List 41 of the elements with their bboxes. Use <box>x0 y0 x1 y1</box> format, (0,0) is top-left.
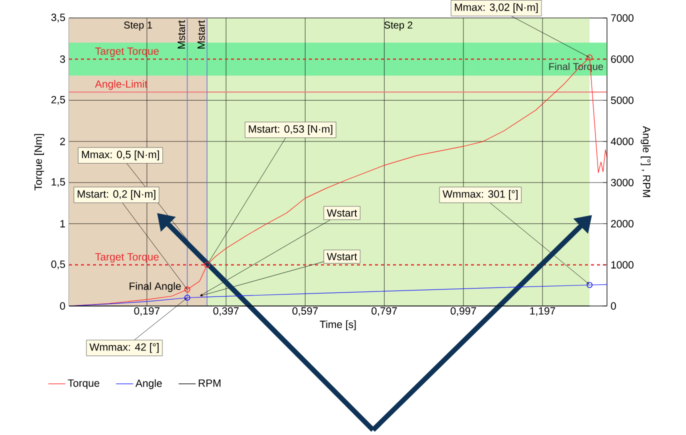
y2-tick-label: 5000 <box>610 96 634 104</box>
x-tick-label: 0,397 <box>213 307 239 316</box>
y-tick-label: 0,5 <box>51 260 66 270</box>
band-label: Step 2 <box>384 22 412 31</box>
legend-label: Torque <box>68 380 100 389</box>
y2-axis-title: Angle [°] , RPM <box>640 126 651 198</box>
annotation: Wmmax: 42 [°] <box>89 343 159 353</box>
y2-tick-label: 0 <box>610 302 616 310</box>
legend-label: Angle <box>135 379 162 390</box>
y-tick-label: 1,5 <box>52 178 66 187</box>
x-tick-label: 1,197 <box>530 307 556 316</box>
ref-line-label: Mstart <box>198 20 205 48</box>
legend-label: RPM <box>198 380 220 387</box>
y2-tick-label: 3000 <box>610 178 634 186</box>
y2-tick-label: 7000 <box>611 14 634 22</box>
x-axis-title: Time [s] <box>320 320 356 330</box>
x-tick-label: 0,797 <box>372 307 397 316</box>
x-tick-label: 0,197 <box>134 307 160 316</box>
y-tick-label: 1 <box>60 220 65 228</box>
y-tick-label: 3 <box>60 55 66 63</box>
y-tick-label: 2,5 <box>51 96 66 105</box>
annotation: Wstart <box>326 252 358 260</box>
x-tick-label: 0,597 <box>292 307 318 316</box>
annotation: Mmax: 0,5 [N·m] <box>82 150 159 160</box>
y2-tick-label: 1000 <box>611 261 634 269</box>
annotation: Wmmax: 301 [°] <box>442 190 518 200</box>
y-tick-label: 0 <box>60 302 66 310</box>
y-tick-label: 2 <box>60 138 65 146</box>
annotation: Wstart <box>326 209 358 217</box>
annotation: Mstart: 0,53 [N·m] <box>248 125 332 135</box>
y2-tick-label: 2000 <box>611 220 634 228</box>
y-axis-title: Torque [Nm] <box>34 134 44 190</box>
y-tick-label: 3,5 <box>51 14 66 22</box>
y2-tick-label: 4000 <box>610 138 634 146</box>
y2-tick-label: 6000 <box>611 55 634 63</box>
annotation: Mmax: 3,02 [N·m] <box>454 3 538 14</box>
band-label: Step 1 <box>124 22 152 31</box>
x-tick-label: 0,997 <box>450 307 476 316</box>
annotation: Mstart: 0,2 [N·m] <box>78 190 156 200</box>
annotation: Final Angle <box>130 282 181 292</box>
ref-line-label: Mstart <box>178 20 186 48</box>
